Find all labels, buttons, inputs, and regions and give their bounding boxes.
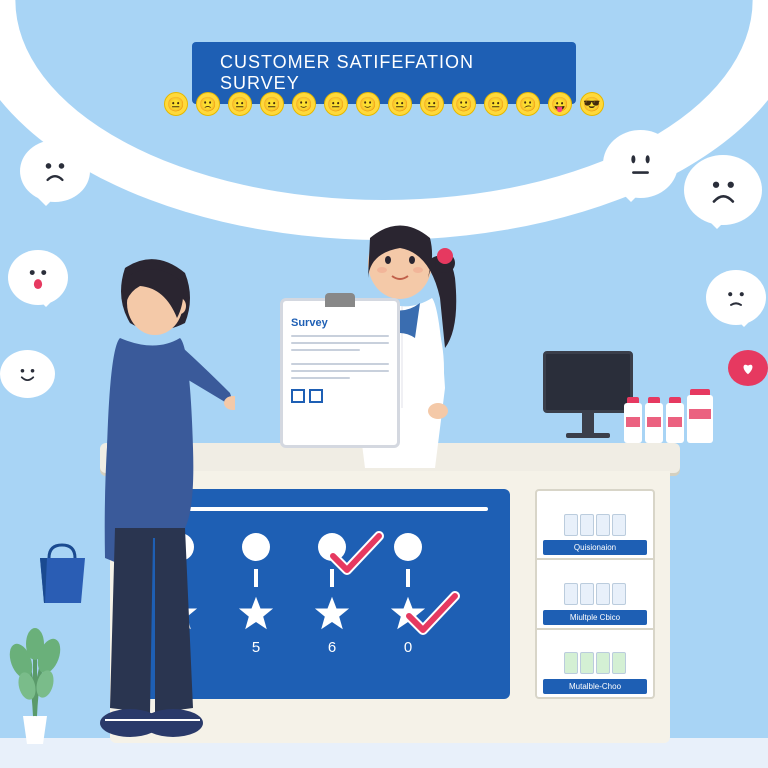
emoji-face-icon[interactable]: 😐 [228,92,252,116]
bubble-happy [0,350,55,398]
emoji-face-icon[interactable]: 😐 [260,92,284,116]
emoji-face-icon[interactable]: 😐 [484,92,508,116]
checkmark-icon [325,528,385,578]
emoji-face-icon[interactable]: 😕 [516,92,540,116]
bubble-sad [20,140,90,202]
emoji-face-icon[interactable]: 😎 [580,92,604,116]
rating-value: 0 [404,639,412,656]
shelf-row: Mutalble-Choo [537,630,653,697]
bubble-worried [706,270,766,325]
star-icon [238,595,274,631]
medicine-bottles [624,395,713,443]
shelf-label: Miultple Cbico [543,610,647,625]
emoji-face-icon[interactable]: 🙂 [356,92,380,116]
rating-option[interactable]: 5 [238,533,274,656]
clipboard-clip-icon [325,293,355,307]
emoji-rating-row: 😐 🙁 😐 😐 🙂 😐 🙂 😐 😐 🙂 😐 😕 😛 😎 [164,92,604,116]
emoji-face-icon[interactable]: 🙁 [196,92,220,116]
shopping-bag-icon [35,543,90,608]
product-shelf: Quisionaion Miultple Cbico Mutalble-Choo [535,489,655,699]
bubble-heart [728,350,768,386]
emoji-face-icon[interactable]: 🙂 [452,92,476,116]
emoji-face-icon[interactable]: 🙂 [292,92,316,116]
rating-option[interactable]: 0 [390,533,426,656]
emoji-face-icon[interactable]: 😛 [548,92,572,116]
rating-value: 5 [252,639,260,656]
customer-figure [55,248,235,748]
shelf-label: Quisionaion [543,540,647,555]
rating-option[interactable]: 6 [314,533,350,656]
emoji-face-icon[interactable]: 😐 [324,92,348,116]
clipboard-title: Survey [291,317,389,329]
star-icon [314,595,350,631]
bubble-neutral [603,130,678,198]
emoji-face-icon[interactable]: 😐 [388,92,412,116]
survey-clipboard[interactable]: Survey [280,298,400,448]
emoji-face-icon[interactable]: 😐 [420,92,444,116]
pos-monitor [543,351,633,446]
bubble-frown [684,155,762,225]
shelf-row: Quisionaion [537,491,653,560]
title-text: CUSTOMER SATIFEFATION SURVEY [220,52,474,93]
shelf-row: Miultple Cbico [537,560,653,629]
checkmark-icon [401,588,461,638]
rating-value: 6 [328,639,336,656]
emoji-face-icon[interactable]: 😐 [164,92,188,116]
shelf-label: Mutalble-Choo [543,679,647,694]
